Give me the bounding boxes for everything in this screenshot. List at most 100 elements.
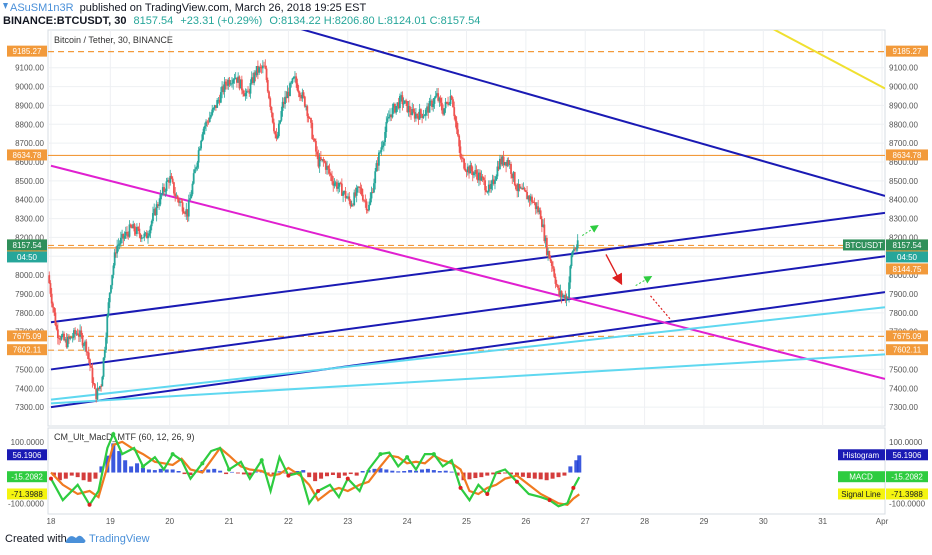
candle-body (196, 162, 199, 168)
macd-axis[interactable]: 100.0000 100.0000 -100.0000 -100.0000 (8, 438, 926, 508)
candle-body (142, 237, 144, 239)
candle-body (415, 113, 417, 119)
candle-body (566, 297, 569, 298)
candle-body (554, 276, 557, 284)
candle-body (382, 142, 385, 146)
candle-body (355, 187, 358, 196)
projection-arrows (581, 225, 672, 321)
candle-body (158, 204, 161, 206)
candle-body (231, 83, 233, 85)
candle-body (294, 76, 296, 78)
candle-body (197, 150, 200, 163)
y-tick-label: 8500.00 (15, 177, 44, 186)
candle-body (233, 78, 236, 80)
candle-body (77, 334, 80, 337)
candle-body (192, 173, 195, 184)
candle-body (331, 175, 333, 182)
candle-body (507, 160, 510, 165)
candle-body (471, 171, 474, 176)
tradingview-brand[interactable]: TradingView (89, 533, 150, 545)
candle-body (510, 164, 512, 174)
macd-value-tag-right-label: -71.3988 (891, 490, 923, 499)
arrow-green-up (581, 225, 599, 236)
candle-body (450, 96, 453, 100)
candle-body (48, 275, 51, 284)
candle-body (432, 103, 435, 107)
candle-body (223, 81, 226, 92)
candle-body (229, 83, 232, 85)
candle-body (353, 192, 356, 206)
author-name[interactable]: ASuSM1n3R (10, 2, 74, 14)
macd-lines (48, 431, 581, 508)
histogram-bar (295, 471, 300, 473)
candle-body (119, 237, 122, 244)
macd-value-tag-left-label: -15.2082 (11, 473, 43, 482)
histogram-bar (277, 471, 282, 473)
candle-body (58, 338, 61, 339)
macd-cross-dot (140, 464, 145, 469)
histogram-bar (443, 470, 448, 473)
candle-body (531, 196, 533, 203)
macd-value-tag-right-label: 56.1906 (893, 451, 922, 460)
candle-body (311, 122, 314, 139)
candle-body (248, 90, 251, 94)
time-axis[interactable]: 18 19 20 21 22 23 24 25 26 27 28 29 30 31 Apr (47, 517, 889, 526)
candle-body (374, 171, 377, 184)
candle-body (212, 107, 215, 110)
candle-body (268, 91, 270, 99)
timer-tag-left-label: 04:50 (17, 253, 38, 262)
candle-body (423, 115, 426, 117)
symbol-label: BINANCE:BTCUSDT, 30 (3, 15, 126, 27)
candle-body (538, 210, 541, 213)
candle-body (69, 337, 72, 339)
candle-body (191, 183, 194, 195)
candle-body (108, 292, 111, 303)
candle-body (453, 107, 456, 117)
candle-body (426, 106, 428, 110)
macd-cross-dot (571, 485, 576, 490)
candle-body (408, 106, 411, 113)
candle-body (303, 96, 306, 107)
histogram-bar (99, 466, 104, 473)
histogram-bar (93, 472, 98, 479)
candle-body (81, 335, 84, 346)
candle-body (484, 180, 486, 191)
candle-body (395, 106, 398, 113)
candle-body (564, 295, 567, 301)
x-tick-label: 20 (165, 517, 174, 526)
candle-body (275, 134, 278, 139)
trend-line (50, 255, 885, 371)
candle-body (384, 131, 386, 143)
header-line-1: ASuSM1n3R published on TradingView.com, … (10, 2, 367, 14)
candle-body (534, 202, 537, 210)
candle-body (63, 333, 65, 341)
candle-body (380, 147, 383, 152)
histogram-bar (538, 472, 543, 480)
macd-tick-left: 100.0000 (11, 438, 45, 447)
candle-body (540, 219, 543, 227)
candle-body (68, 336, 70, 339)
macd-legend-name-tag (838, 471, 885, 483)
macd-value-tag-left-label: 56.1906 (13, 451, 42, 460)
candle-body (397, 102, 400, 109)
y-tick-label: 7300.00 (15, 403, 44, 412)
candle-body (131, 226, 133, 229)
level-tag-left-label: 7675.09 (13, 332, 42, 341)
macd-cross-dot (547, 498, 552, 503)
candle-body (306, 106, 309, 117)
candle-body (227, 79, 230, 86)
candle-body (526, 192, 528, 200)
candle-body (200, 140, 203, 149)
candle-body (219, 92, 222, 103)
candle-body (307, 116, 310, 119)
candle-body (555, 283, 558, 286)
candle-body (337, 186, 340, 189)
candle-body (282, 101, 285, 105)
candle-body (437, 93, 440, 101)
candle-body (136, 227, 138, 234)
candle-body (137, 227, 140, 229)
macd-cross-dot (485, 492, 490, 497)
candle-body (190, 194, 193, 199)
candle-body (576, 240, 579, 249)
